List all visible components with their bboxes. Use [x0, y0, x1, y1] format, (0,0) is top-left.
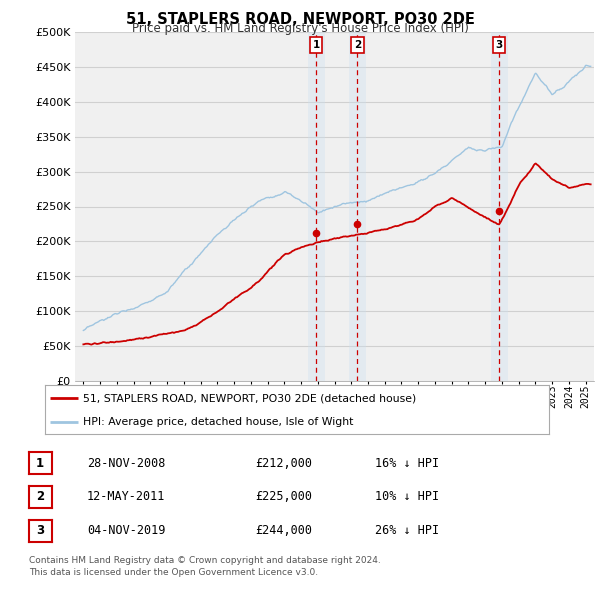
Text: 3: 3	[36, 525, 44, 537]
Text: 16% ↓ HPI: 16% ↓ HPI	[375, 457, 439, 470]
Text: 51, STAPLERS ROAD, NEWPORT, PO30 2DE: 51, STAPLERS ROAD, NEWPORT, PO30 2DE	[125, 12, 475, 27]
Text: Contains HM Land Registry data © Crown copyright and database right 2024.: Contains HM Land Registry data © Crown c…	[29, 556, 380, 565]
Bar	[491, 32, 508, 381]
Bar	[308, 32, 325, 381]
Text: 28-NOV-2008: 28-NOV-2008	[87, 457, 166, 470]
Text: HPI: Average price, detached house, Isle of Wight: HPI: Average price, detached house, Isle…	[83, 417, 353, 427]
Text: Price paid vs. HM Land Registry's House Price Index (HPI): Price paid vs. HM Land Registry's House …	[131, 22, 469, 35]
Text: 10% ↓ HPI: 10% ↓ HPI	[375, 490, 439, 503]
Text: £212,000: £212,000	[255, 457, 312, 470]
Text: £225,000: £225,000	[255, 490, 312, 503]
Text: 51, STAPLERS ROAD, NEWPORT, PO30 2DE (detached house): 51, STAPLERS ROAD, NEWPORT, PO30 2DE (de…	[83, 394, 416, 404]
Text: £244,000: £244,000	[255, 525, 312, 537]
Text: 04-NOV-2019: 04-NOV-2019	[87, 525, 166, 537]
Text: 2: 2	[36, 490, 44, 503]
Text: 26% ↓ HPI: 26% ↓ HPI	[375, 525, 439, 537]
Text: 1: 1	[36, 457, 44, 470]
Text: 2: 2	[354, 40, 361, 50]
Text: 3: 3	[496, 40, 503, 50]
Text: 1: 1	[313, 40, 320, 50]
Bar	[349, 32, 366, 381]
Text: This data is licensed under the Open Government Licence v3.0.: This data is licensed under the Open Gov…	[29, 568, 318, 577]
Text: 12-MAY-2011: 12-MAY-2011	[87, 490, 166, 503]
